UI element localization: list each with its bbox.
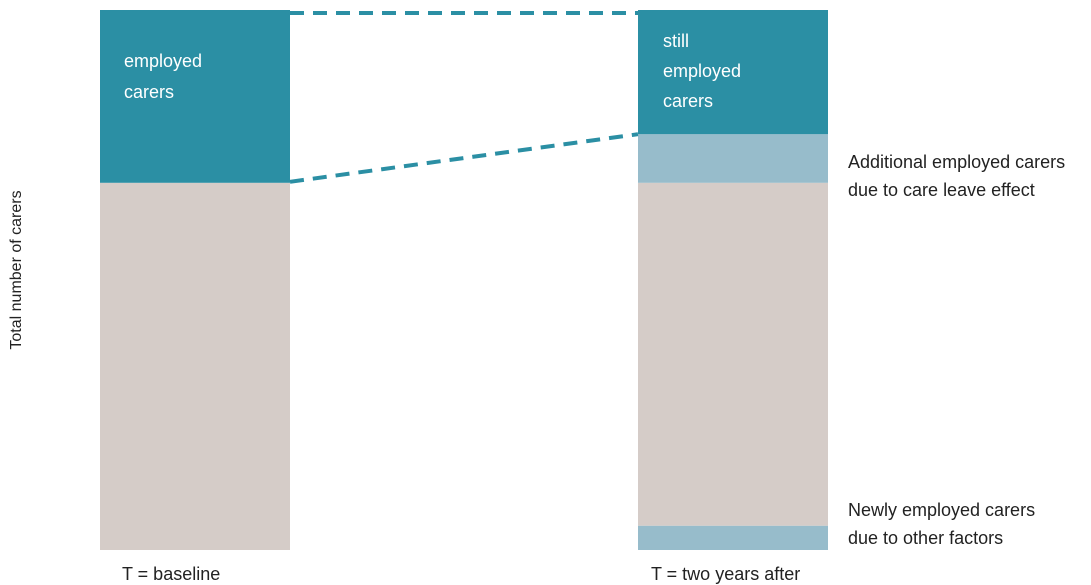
bar-segment-other_after-1 xyxy=(638,182,828,526)
annotation-newly: Newly employed carers due to other facto… xyxy=(848,500,1040,548)
annotation-additional: Additional employed carers due to care l… xyxy=(848,152,1070,200)
baseline-segment-label-line-1: employed xyxy=(124,51,202,71)
category-label-after: T = two years after xyxy=(651,564,800,584)
bars-group xyxy=(100,10,828,551)
after-segment-label-line-2: employed xyxy=(663,61,741,81)
bar-segment-new_other-1 xyxy=(638,525,828,550)
connector-lines xyxy=(289,11,639,184)
bar-segment-additional_leave-1 xyxy=(638,134,828,183)
after-segment-label: still employed carers xyxy=(663,31,746,111)
baseline-segment-label: employed carers xyxy=(124,51,207,102)
baseline-segment-label-line-2: carers xyxy=(124,82,174,102)
annotation-additional-line-1: Additional employed carers xyxy=(848,152,1065,172)
after-segment-label-line-3: carers xyxy=(663,91,713,111)
category-label-baseline: T = baseline xyxy=(122,564,220,584)
annotation-newly-line-2: due to other factors xyxy=(848,528,1003,548)
bar-segment-other-0 xyxy=(100,182,290,551)
bar-segment-employed-0 xyxy=(100,10,290,183)
annotation-additional-line-2: due to care leave effect xyxy=(848,180,1035,200)
after-segment-label-line-1: still xyxy=(663,31,689,51)
bar-segment-still_employed-1 xyxy=(638,10,828,135)
y-axis-label: Total number of carers xyxy=(8,190,25,349)
connector-bottom xyxy=(289,132,639,184)
annotation-newly-line-1: Newly employed carers xyxy=(848,500,1035,520)
